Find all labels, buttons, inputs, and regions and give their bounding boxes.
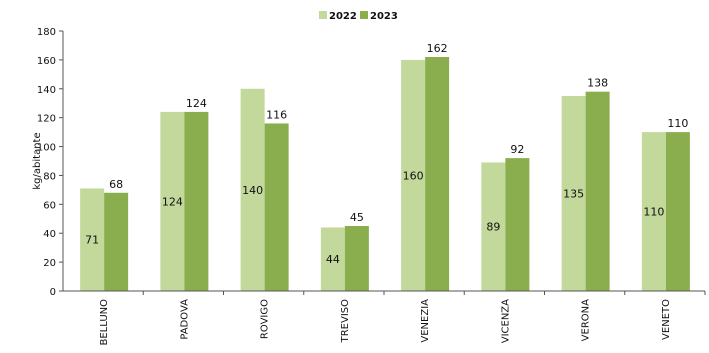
bar-2022-belluno [80, 188, 105, 291]
y-tick-label: 80 [43, 171, 56, 182]
data-label-2023: 68 [109, 178, 123, 191]
bar-2023-vicenza [505, 158, 530, 291]
data-label-2022: 124 [162, 195, 183, 208]
data-label-2023: 124 [186, 97, 207, 110]
bar-2022-venezia [401, 59, 426, 292]
data-label-2022: 140 [242, 184, 263, 197]
y-tick-label: 40 [43, 229, 56, 240]
y-tick-label: 180 [37, 27, 56, 38]
data-label-2022: 110 [643, 206, 664, 219]
data-label-2023: 162 [427, 42, 448, 55]
y-axis: 0 20 40 60 80 100 120 140 160 180 [37, 27, 64, 298]
y-tick-label: 60 [43, 200, 56, 211]
data-label-2022: 89 [486, 221, 500, 234]
legend-swatch-2022 [319, 11, 327, 19]
x-tick-label: VICENZA [500, 299, 511, 343]
data-label-2023: 92 [510, 143, 524, 156]
bar-2023-treviso [344, 226, 369, 291]
bar-2022-treviso [320, 227, 345, 291]
bar-2023-veneto [665, 132, 690, 291]
data-label-2022: 71 [85, 234, 99, 247]
x-tick-label: TREVISO [340, 299, 351, 344]
bars: 71 68 124 124 140 116 44 45 160 162 89 92 135 138 110 1… [80, 42, 690, 292]
y-tick-label: 140 [37, 85, 56, 96]
data-label-2023: 138 [587, 77, 608, 90]
data-label-2023: 110 [667, 117, 688, 130]
x-tick-label: PADOVA [179, 299, 190, 340]
x-tick-label: ROVIGO [260, 299, 271, 339]
data-label-2023: 45 [350, 211, 364, 224]
y-tick-label: 100 [37, 143, 56, 154]
y-axis-label: kg/abitante [32, 132, 43, 189]
bar-2022-verona [561, 96, 586, 291]
bar-2022-vicenza [481, 162, 506, 291]
x-tick-label: VENETO [661, 299, 672, 340]
data-label-2023: 116 [266, 108, 287, 121]
legend-swatch-2023 [360, 11, 368, 19]
y-tick-label: 160 [37, 56, 56, 67]
y-tick-label: 120 [37, 114, 56, 125]
x-tick-label: VENEZIA [420, 299, 431, 343]
x-tick-label: BELLUNO [99, 299, 110, 346]
bar-2023-rovigo [264, 123, 289, 291]
bar-2023-venezia [425, 57, 450, 291]
y-tick-label: 20 [43, 258, 56, 269]
y-tick-label: 0 [50, 287, 56, 298]
bar-2022-padova [160, 111, 185, 291]
x-axis: BELLUNO PADOVA ROVIGO TREVISO VENEZIA VICENZA… [63, 290, 706, 346]
bar-2023-padova [184, 111, 209, 291]
legend: 2022 2023 [319, 11, 398, 22]
data-label-2022: 160 [403, 169, 424, 182]
bar-2023-belluno [104, 192, 129, 291]
legend-label-2022: 2022 [329, 11, 357, 22]
legend-label-2023: 2023 [370, 11, 398, 22]
data-label-2022: 135 [563, 188, 584, 201]
bar-2022-rovigo [240, 88, 265, 292]
data-label-2022: 44 [326, 253, 340, 266]
bar-2022-veneto [641, 132, 666, 291]
bar-2023-verona [585, 91, 610, 292]
x-tick-label: VERONA [581, 299, 592, 341]
